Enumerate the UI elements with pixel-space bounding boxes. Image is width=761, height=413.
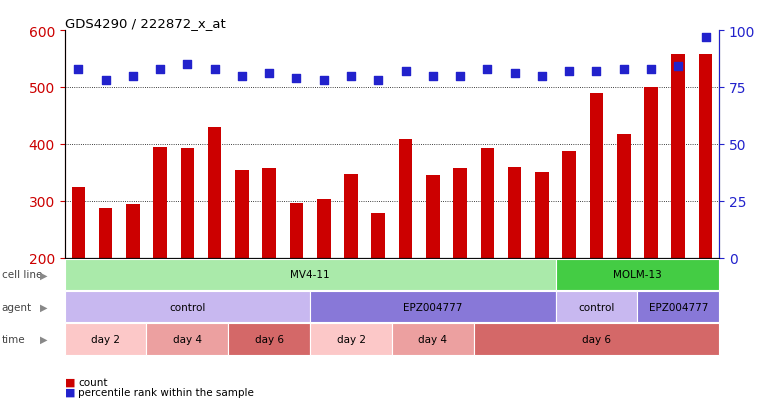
Point	[263, 71, 275, 77]
Text: control: control	[169, 302, 205, 312]
Text: EPZ004777: EPZ004777	[403, 302, 463, 312]
Point	[100, 78, 112, 84]
Text: control: control	[578, 302, 615, 312]
Point	[699, 34, 712, 41]
Bar	[590, 93, 603, 258]
Text: day 6: day 6	[582, 334, 611, 344]
Text: day 2: day 2	[336, 334, 365, 344]
Bar	[235, 170, 249, 258]
Text: time: time	[2, 334, 25, 344]
Bar	[126, 204, 140, 258]
Point	[508, 71, 521, 77]
Text: ▶: ▶	[40, 302, 48, 312]
Bar	[454, 169, 467, 258]
Bar	[480, 149, 494, 258]
Text: MOLM-13: MOLM-13	[613, 270, 662, 280]
Bar	[508, 167, 521, 258]
Bar	[617, 134, 631, 258]
Point	[127, 73, 139, 80]
Point	[345, 73, 357, 80]
Bar	[535, 173, 549, 258]
Point	[645, 66, 657, 73]
Text: count: count	[78, 377, 108, 387]
Bar	[72, 187, 85, 258]
Text: ■: ■	[65, 377, 75, 387]
Text: day 4: day 4	[173, 334, 202, 344]
Text: cell line: cell line	[2, 270, 42, 280]
Text: day 6: day 6	[255, 334, 284, 344]
Bar	[699, 55, 712, 258]
Bar	[426, 176, 440, 258]
Text: ▶: ▶	[40, 334, 48, 344]
Text: percentile rank within the sample: percentile rank within the sample	[78, 387, 254, 397]
Point	[236, 73, 248, 80]
Point	[181, 62, 193, 68]
Bar	[644, 88, 658, 258]
Text: EPZ004777: EPZ004777	[648, 302, 708, 312]
Bar	[153, 147, 167, 258]
Text: day 4: day 4	[419, 334, 447, 344]
Bar	[344, 174, 358, 258]
Text: day 2: day 2	[91, 334, 120, 344]
Text: ■: ■	[65, 387, 75, 397]
Text: MV4-11: MV4-11	[290, 270, 330, 280]
Point	[154, 66, 166, 73]
Bar	[208, 128, 221, 258]
Point	[317, 78, 330, 84]
Bar	[290, 203, 304, 258]
Bar	[263, 169, 276, 258]
Point	[209, 66, 221, 73]
Bar	[671, 55, 685, 258]
Point	[454, 73, 466, 80]
Bar	[317, 199, 330, 258]
Point	[618, 66, 630, 73]
Point	[72, 66, 84, 73]
Bar	[99, 208, 113, 258]
Point	[672, 64, 684, 71]
Point	[536, 73, 548, 80]
Text: agent: agent	[2, 302, 32, 312]
Point	[427, 73, 439, 80]
Point	[591, 69, 603, 75]
Bar	[180, 149, 194, 258]
Bar	[371, 214, 385, 258]
Point	[291, 75, 303, 82]
Point	[400, 69, 412, 75]
Point	[563, 69, 575, 75]
Text: ▶: ▶	[40, 270, 48, 280]
Point	[481, 66, 493, 73]
Bar	[399, 140, 412, 258]
Point	[372, 78, 384, 84]
Bar	[562, 151, 576, 258]
Text: GDS4290 / 222872_x_at: GDS4290 / 222872_x_at	[65, 17, 225, 29]
